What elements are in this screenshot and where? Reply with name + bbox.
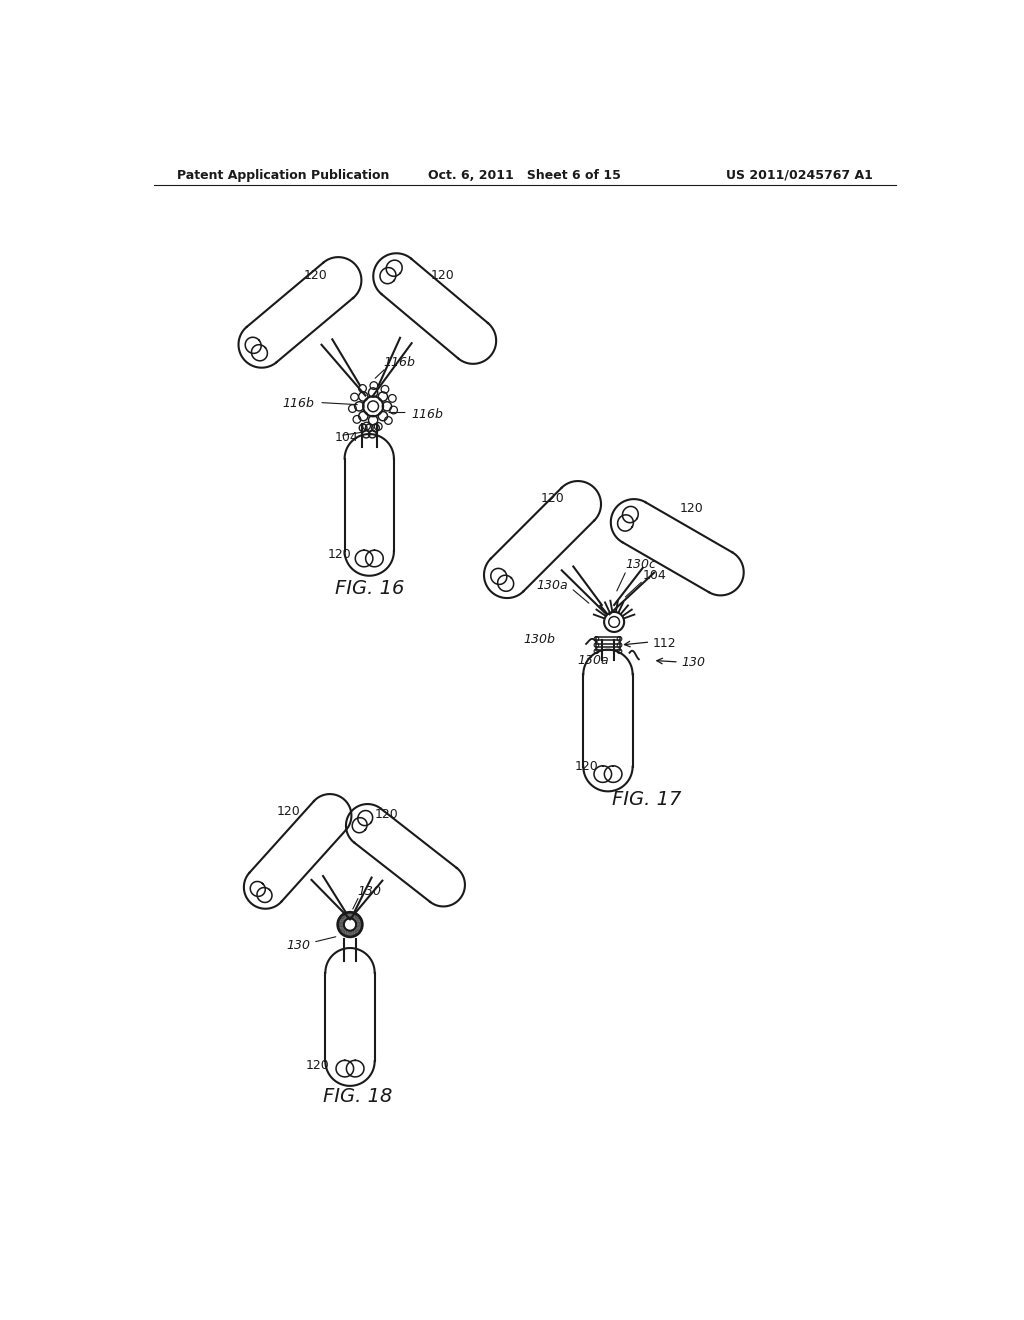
- Text: 104: 104: [643, 569, 667, 582]
- Text: 120: 120: [306, 1059, 330, 1072]
- Text: 116b: 116b: [412, 408, 443, 421]
- Text: 130a: 130a: [537, 579, 568, 593]
- Text: 130c: 130c: [625, 558, 655, 572]
- Text: Oct. 6, 2011   Sheet 6 of 15: Oct. 6, 2011 Sheet 6 of 15: [428, 169, 622, 182]
- Text: US 2011/0245767 A1: US 2011/0245767 A1: [726, 169, 872, 182]
- Text: 120: 120: [541, 492, 564, 506]
- Text: 120: 120: [276, 805, 300, 818]
- Text: 116b: 116b: [383, 356, 415, 370]
- Text: 120: 120: [303, 269, 328, 282]
- Text: 130: 130: [286, 939, 310, 952]
- Text: FIG. 18: FIG. 18: [323, 1086, 392, 1106]
- Text: 120: 120: [574, 760, 598, 774]
- Text: FIG. 16: FIG. 16: [335, 578, 403, 598]
- Text: Patent Application Publication: Patent Application Publication: [177, 169, 389, 182]
- Text: 130: 130: [357, 884, 382, 898]
- Text: 120: 120: [430, 269, 455, 282]
- Text: 120: 120: [328, 548, 352, 561]
- Text: 120: 120: [679, 502, 703, 515]
- Text: FIG. 17: FIG. 17: [611, 789, 681, 809]
- Text: 112: 112: [652, 638, 676, 649]
- Text: 130a: 130a: [578, 653, 609, 667]
- Text: 104: 104: [335, 430, 358, 444]
- Text: 130: 130: [681, 656, 706, 669]
- Text: 130b: 130b: [523, 634, 556, 647]
- Text: 116b: 116b: [282, 397, 313, 409]
- Text: 120: 120: [375, 808, 398, 821]
